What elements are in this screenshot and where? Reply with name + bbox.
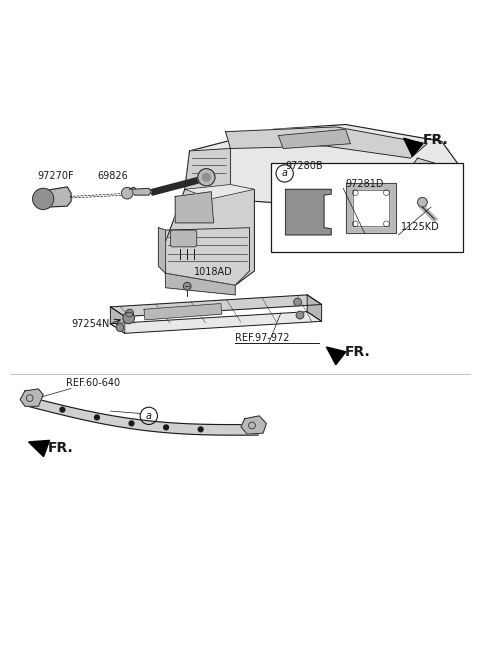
Polygon shape bbox=[149, 176, 207, 195]
Circle shape bbox=[95, 415, 99, 420]
Text: FR.: FR. bbox=[422, 133, 448, 147]
Text: 69826: 69826 bbox=[97, 171, 128, 181]
Polygon shape bbox=[404, 138, 423, 156]
Polygon shape bbox=[394, 158, 458, 194]
Text: 97254N: 97254N bbox=[71, 319, 109, 328]
Polygon shape bbox=[278, 129, 350, 148]
Circle shape bbox=[183, 283, 191, 290]
Polygon shape bbox=[166, 228, 250, 285]
Circle shape bbox=[60, 407, 65, 412]
Circle shape bbox=[198, 169, 215, 186]
Polygon shape bbox=[226, 127, 427, 158]
Polygon shape bbox=[28, 440, 49, 457]
Text: 97270F: 97270F bbox=[37, 171, 73, 181]
Polygon shape bbox=[35, 187, 71, 208]
Polygon shape bbox=[110, 311, 322, 333]
Circle shape bbox=[296, 311, 304, 319]
Text: 97280B: 97280B bbox=[286, 161, 323, 171]
Polygon shape bbox=[110, 295, 322, 317]
Circle shape bbox=[121, 187, 133, 199]
Polygon shape bbox=[241, 416, 266, 434]
Text: 97281D: 97281D bbox=[346, 179, 384, 189]
Text: FR.: FR. bbox=[48, 442, 74, 455]
Polygon shape bbox=[144, 304, 222, 320]
Text: 1018AD: 1018AD bbox=[194, 267, 233, 277]
Circle shape bbox=[203, 173, 210, 181]
Circle shape bbox=[123, 312, 134, 324]
Text: REF.60-640: REF.60-640 bbox=[66, 378, 120, 388]
Polygon shape bbox=[132, 189, 151, 195]
Polygon shape bbox=[185, 124, 461, 208]
Polygon shape bbox=[166, 273, 235, 295]
Text: FR.: FR. bbox=[345, 344, 371, 359]
Circle shape bbox=[164, 425, 168, 430]
Circle shape bbox=[418, 198, 427, 207]
Circle shape bbox=[33, 189, 54, 210]
Circle shape bbox=[129, 421, 134, 426]
FancyBboxPatch shape bbox=[170, 230, 197, 247]
Polygon shape bbox=[20, 389, 43, 406]
Text: a: a bbox=[146, 411, 152, 421]
Polygon shape bbox=[307, 295, 322, 321]
Circle shape bbox=[198, 427, 203, 432]
Polygon shape bbox=[353, 191, 389, 226]
Polygon shape bbox=[158, 189, 254, 285]
Circle shape bbox=[294, 298, 301, 306]
Polygon shape bbox=[326, 347, 346, 365]
Polygon shape bbox=[185, 185, 254, 199]
Polygon shape bbox=[110, 307, 125, 333]
Polygon shape bbox=[286, 189, 331, 235]
Text: a: a bbox=[282, 168, 288, 179]
Polygon shape bbox=[346, 183, 396, 233]
Polygon shape bbox=[185, 148, 230, 189]
Polygon shape bbox=[24, 396, 258, 435]
Circle shape bbox=[116, 324, 124, 331]
Polygon shape bbox=[175, 192, 214, 223]
Polygon shape bbox=[158, 228, 166, 273]
Text: 1125KD: 1125KD bbox=[401, 223, 440, 233]
Text: REF.97-972: REF.97-972 bbox=[235, 333, 290, 343]
FancyBboxPatch shape bbox=[271, 163, 463, 252]
Circle shape bbox=[126, 309, 133, 317]
